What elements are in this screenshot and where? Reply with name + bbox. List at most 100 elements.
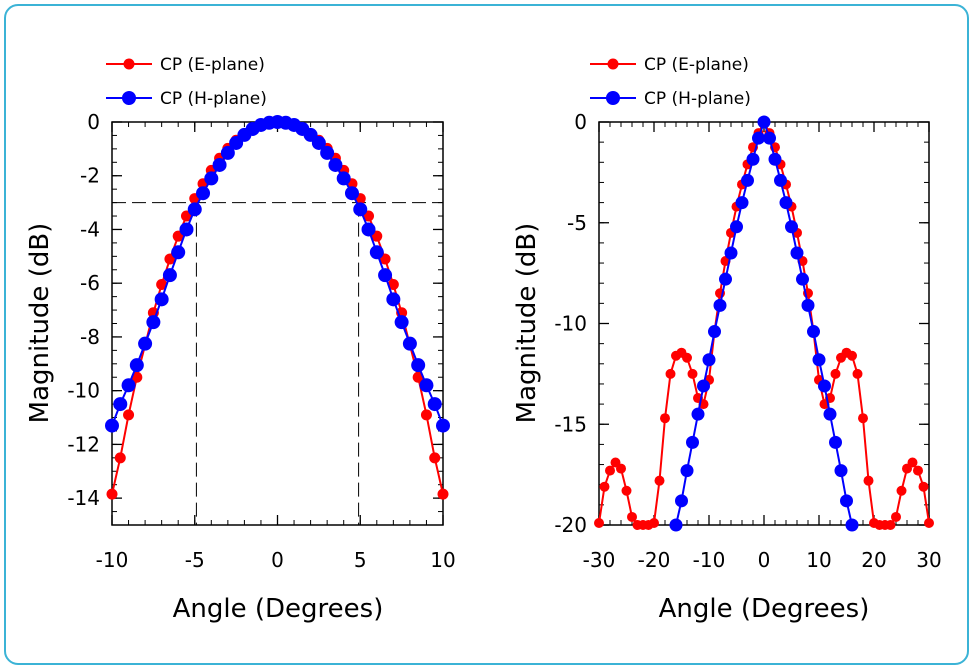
x-tick-label: 10	[430, 548, 455, 572]
data-point-h-plane	[436, 418, 450, 433]
data-point-e-plane	[627, 511, 637, 522]
x-tick-label: 0	[271, 548, 284, 572]
data-point-e-plane	[616, 463, 626, 474]
y-tick-label: -6	[80, 271, 100, 295]
series-group-right	[594, 115, 934, 532]
data-point-e-plane	[924, 517, 934, 528]
series-line-h-plane	[111, 120, 444, 426]
data-point-e-plane	[594, 517, 604, 528]
data-point-e-plane	[429, 452, 441, 464]
data-point-h-plane	[719, 272, 732, 286]
data-point-h-plane	[138, 336, 153, 351]
data-point-h-plane	[353, 202, 368, 217]
series-line-e-plane	[598, 119, 930, 526]
tick-labels-left: -10 -5 0 5 10 0 -2 -4 -6 -8 -10 -12 -14	[67, 110, 455, 572]
x-axis-label-left: Angle (Degrees)	[173, 594, 384, 624]
plot-frame-right	[598, 121, 930, 526]
data-point-h-plane	[790, 246, 804, 260]
data-point-h-plane	[834, 464, 848, 478]
data-point-e-plane	[387, 279, 399, 291]
data-point-h-plane	[187, 202, 202, 217]
data-point-h-plane	[829, 435, 842, 449]
data-point-e-plane	[665, 368, 676, 379]
data-point-h-plane	[746, 152, 760, 166]
data-point-e-plane	[131, 371, 143, 383]
series-line-e-plane	[111, 120, 444, 495]
data-point-e-plane	[687, 368, 698, 379]
data-point-h-plane	[179, 222, 194, 237]
x-tick-label: -5	[185, 548, 205, 572]
x-tick-label: 5	[354, 548, 367, 572]
data-point-e-plane	[106, 488, 118, 500]
data-point-h-plane	[378, 268, 393, 283]
data-point-h-plane	[344, 186, 359, 201]
y-tick-label: -12	[67, 432, 100, 456]
x-tick-label: 0	[758, 548, 771, 572]
y-axis-label-left: Magnitude (dB)	[25, 223, 55, 424]
data-point-h-plane	[823, 407, 837, 421]
y-axis-label-right: Magnitude (dB)	[512, 223, 542, 424]
data-point-e-plane	[863, 475, 874, 486]
y-tick-label: -10	[554, 312, 587, 336]
x-tick-label: -10	[693, 548, 726, 572]
data-point-h-plane	[724, 246, 738, 260]
data-point-e-plane	[830, 368, 841, 379]
data-point-h-plane	[801, 298, 815, 312]
data-point-h-plane	[768, 152, 782, 166]
data-point-h-plane	[171, 245, 186, 260]
data-point-e-plane	[907, 457, 918, 468]
data-point-h-plane	[752, 131, 765, 145]
data-point-e-plane	[437, 488, 449, 500]
data-point-h-plane	[691, 407, 705, 421]
legend-right: CP (E-plane) CP (H-plane)	[590, 55, 751, 109]
data-point-h-plane	[675, 494, 688, 508]
chart-right: CP (E-plane) CP (H-plane) -30 -20 -10 0 10 20…	[512, 55, 942, 624]
data-point-h-plane	[361, 222, 376, 237]
data-point-e-plane	[605, 465, 615, 476]
data-point-h-plane	[328, 157, 343, 172]
data-point-e-plane	[649, 517, 659, 528]
data-point-h-plane	[105, 418, 119, 433]
data-point-h-plane	[419, 378, 434, 393]
data-point-e-plane	[123, 409, 135, 421]
y-tick-label: 0	[87, 110, 100, 134]
data-point-h-plane	[845, 518, 859, 532]
data-point-e-plane	[885, 520, 896, 530]
data-point-h-plane	[320, 145, 335, 160]
legend-label-e-plane: CP (E-plane)	[160, 55, 265, 75]
legend-label-h-plane: CP (H-plane)	[644, 89, 751, 109]
data-point-e-plane	[660, 413, 670, 424]
data-point-h-plane	[779, 196, 793, 210]
y-tick-label: -4	[80, 217, 100, 241]
series-group-left	[105, 115, 450, 500]
data-point-h-plane	[686, 435, 699, 449]
data-point-h-plane	[818, 379, 831, 393]
data-point-h-plane	[146, 315, 161, 330]
data-point-h-plane	[774, 173, 787, 187]
data-point-h-plane	[757, 115, 771, 129]
data-point-h-plane	[162, 268, 177, 283]
data-point-h-plane	[702, 353, 716, 367]
y-tick-label: -14	[67, 486, 100, 510]
series-line-h-plane	[675, 118, 853, 526]
data-point-e-plane	[621, 485, 632, 496]
data-point-h-plane	[812, 353, 826, 367]
x-tick-label: -30	[583, 548, 616, 572]
legend-marker-e-plane	[123, 58, 135, 70]
data-point-e-plane	[858, 413, 868, 424]
data-point-h-plane	[411, 358, 426, 373]
data-point-e-plane	[114, 452, 126, 464]
legend-marker-e-plane	[607, 58, 619, 70]
data-point-e-plane	[913, 465, 923, 476]
legend-left: CP (E-plane) CP (H-plane)	[106, 55, 267, 109]
data-point-h-plane	[697, 379, 710, 393]
chart-left: CP (E-plane) CP (H-plane) -10 -5 0 5 10 0 -2 -4…	[25, 55, 456, 624]
legend-label-e-plane: CP (E-plane)	[644, 55, 749, 75]
data-point-h-plane	[427, 397, 442, 412]
x-tick-label: -10	[96, 548, 129, 572]
data-point-h-plane	[129, 358, 144, 373]
y-tick-label: 0	[574, 110, 587, 134]
y-tick-label: -5	[567, 211, 587, 235]
data-point-e-plane	[847, 350, 857, 361]
